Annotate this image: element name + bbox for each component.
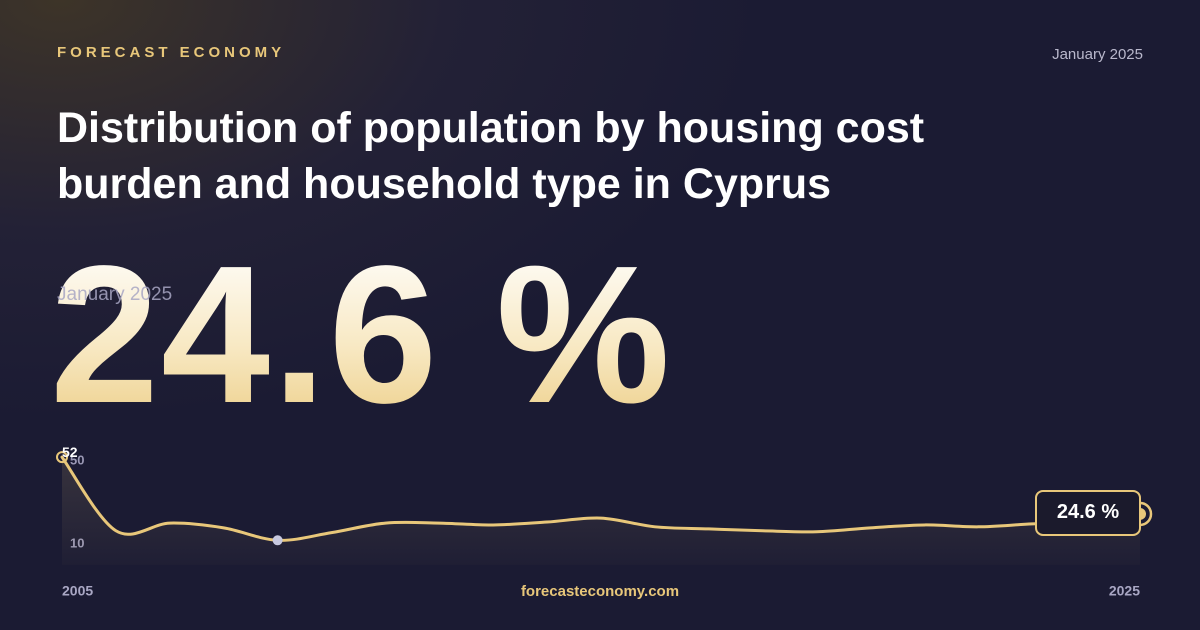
max-point [56,451,68,464]
last-label: 24.6 % [1057,501,1119,523]
x-tick-label: 2005 [62,583,93,599]
headline-date: January 2025 [57,284,173,305]
line [60,455,1142,542]
min-point [272,535,283,546]
date: January 2025 [1052,46,1143,63]
title: Distribution of population by housing co… [57,104,925,208]
brand: FORECAST ECONOMY [57,44,286,61]
footer-site: forecasteconomy.com [520,583,680,600]
last-callout [1035,489,1141,536]
max-label: 52 [62,444,78,460]
area [62,457,1140,565]
y-tick-label: 50 [70,453,84,468]
headline-value: 24.6 % [50,225,673,444]
x-tick-label: 2025 [1109,583,1140,599]
